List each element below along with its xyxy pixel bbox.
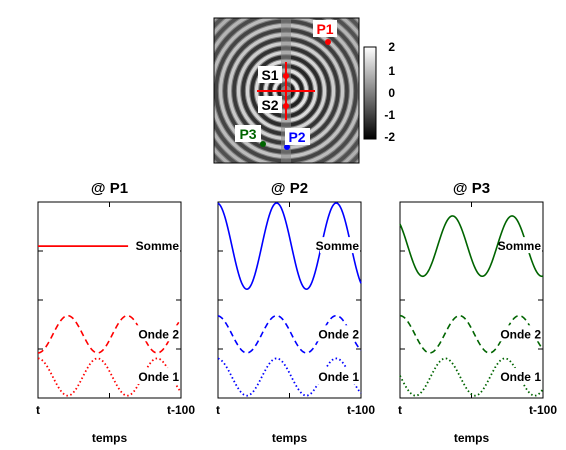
series-label-box	[494, 368, 542, 385]
source-s1-dot	[283, 73, 289, 79]
series-label: Onde 2	[318, 327, 359, 341]
series-label-box	[140, 237, 180, 254]
series-label-box	[494, 325, 542, 342]
colorbar-ticks: 2 1 0 -1 -2	[384, 40, 395, 144]
x-axis-label: temps	[92, 431, 128, 445]
series-label: Onde 1	[500, 370, 541, 384]
series-label: Onde 2	[500, 327, 541, 341]
point-p1-marker	[325, 39, 331, 45]
point-p2-marker	[284, 144, 290, 150]
x-tick-label: t	[398, 403, 402, 417]
series-label-box	[132, 325, 180, 342]
plot-title: @ P1	[91, 180, 128, 197]
colorbar-tick-label: 2	[388, 40, 395, 54]
point-p2-label: P2	[288, 129, 305, 145]
colorbar-tick-label: -1	[384, 108, 395, 122]
series-line-onde-1	[37, 357, 182, 397]
series-line-somme	[217, 202, 362, 291]
series-line-onde-2	[217, 314, 362, 354]
colorbar-gradient	[363, 46, 377, 140]
series-label-box	[320, 237, 360, 254]
label-p2: P2	[285, 128, 310, 145]
series-label: Somme	[316, 239, 360, 253]
point-p3-marker	[260, 141, 266, 147]
label-p1: P1	[313, 20, 337, 37]
plot-panel-p2: @ P2 t t-100 temps Somme Onde 2 Onde 1	[216, 180, 375, 445]
series-line-onde-2	[37, 314, 182, 354]
label-p3: P3	[235, 125, 261, 142]
series-label-box	[132, 368, 180, 385]
x-axis-label: temps	[454, 431, 490, 445]
point-p3-label: P3	[239, 126, 256, 142]
x-tick-label: t-100	[167, 403, 195, 417]
colorbar-tick-label: 0	[388, 86, 395, 100]
series-label-box	[502, 237, 542, 254]
series-label: Onde 1	[138, 370, 179, 384]
label-s2: S2	[258, 96, 282, 113]
colorbar-tick-label: 1	[388, 64, 395, 78]
series-label: Onde 1	[318, 370, 359, 384]
x-tick-label: t	[216, 403, 220, 417]
source-s2-dot	[283, 103, 289, 109]
series-line-onde-2	[399, 314, 544, 354]
x-axis-label: temps	[272, 431, 308, 445]
series-label-box	[312, 325, 360, 342]
plot-title: @ P2	[271, 180, 308, 197]
x-tick-label: t	[36, 403, 40, 417]
x-tick-label: t-100	[347, 403, 375, 417]
series-line-somme	[399, 215, 544, 278]
point-p1-label: P1	[316, 21, 333, 37]
source-s1-label: S1	[261, 67, 278, 83]
plot-title: @ P3	[453, 180, 490, 197]
label-s1: S1	[258, 66, 282, 83]
source-cross	[257, 62, 315, 120]
plot-panel-p1: @ P1 t t-100 temps Somme Onde 2 Onde 1	[36, 180, 195, 445]
colorbar-tick-label: -2	[384, 130, 395, 144]
colorbar: 2 1 0 -1 -2	[363, 40, 395, 144]
source-s2-label: S2	[261, 97, 278, 113]
series-label-box	[312, 368, 360, 385]
series-line-onde-1	[399, 357, 544, 397]
map-frame	[213, 17, 360, 164]
series-label: Somme	[498, 239, 542, 253]
series-label: Somme	[136, 239, 180, 253]
interference-map: S1 S2 P1 P2 P3	[213, 17, 360, 164]
series-label: Onde 2	[138, 327, 179, 341]
x-tick-label: t-100	[529, 403, 557, 417]
plot-panel-p3: @ P3 t t-100 temps Somme Onde 2 Onde 1	[398, 180, 557, 445]
